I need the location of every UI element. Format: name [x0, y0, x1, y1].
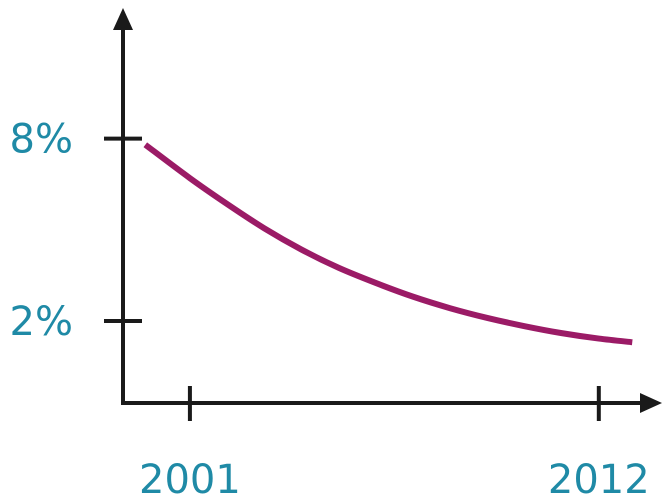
- x-tick-label: 2001: [139, 457, 241, 499]
- axes: [113, 8, 662, 413]
- y-tick-label: 2%: [10, 299, 73, 345]
- tick-marks: [104, 136, 601, 421]
- series-line: [143, 142, 633, 346]
- tick-labels: 8% 2% 2001 2012: [10, 117, 650, 499]
- x-tick-label: 2012: [548, 457, 650, 499]
- y-axis-arrow: [113, 8, 133, 30]
- series-group: [143, 142, 633, 346]
- y-tick-label: 8%: [10, 117, 73, 163]
- x-axis-arrow: [640, 393, 662, 413]
